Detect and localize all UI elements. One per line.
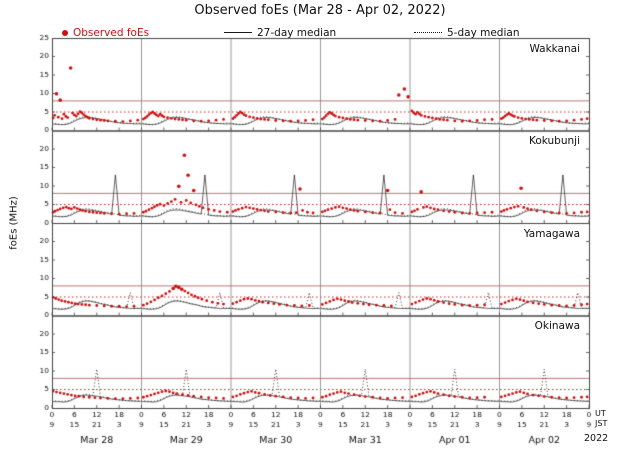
y-axis-label: foEs (MHz) — [8, 196, 20, 250]
dotted-line-icon — [414, 32, 442, 33]
jst-axis-label: JST — [595, 419, 608, 428]
station-label-wakkanai: Wakkanai — [529, 43, 580, 55]
station-label-kokubunji: Kokubunji — [528, 135, 580, 147]
legend-observed: Observed foEs — [62, 26, 149, 39]
solid-line-icon — [224, 32, 252, 33]
year-label: 2022 — [584, 433, 609, 444]
legend-median5: 5-day median — [414, 26, 519, 39]
legend-median27: 27-day median — [224, 26, 336, 39]
chart-title: Observed foEs (Mar 28 - Apr 02, 2022) — [194, 3, 446, 18]
station-label-okinawa: Okinawa — [534, 320, 580, 332]
observed-dot-icon — [62, 29, 68, 36]
legend-observed-label: Observed foEs — [73, 26, 150, 39]
station-label-yamagawa: Yamagawa — [523, 228, 580, 240]
legend-median27-label: 27-day median — [257, 26, 337, 39]
ut-axis-label: UT — [595, 409, 606, 418]
legend-median5-label: 5-day median — [447, 26, 520, 39]
